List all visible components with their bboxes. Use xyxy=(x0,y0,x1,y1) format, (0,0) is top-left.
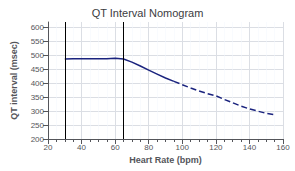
svg-text:Heart Rate (bpm): Heart Rate (bpm) xyxy=(129,155,202,165)
svg-text:140: 140 xyxy=(243,143,257,152)
svg-text:300: 300 xyxy=(31,107,45,116)
svg-text:160: 160 xyxy=(276,143,290,152)
svg-text:600: 600 xyxy=(31,23,45,32)
svg-text:550: 550 xyxy=(31,37,45,46)
svg-text:20: 20 xyxy=(44,143,53,152)
svg-text:500: 500 xyxy=(31,51,45,60)
svg-text:400: 400 xyxy=(31,79,45,88)
svg-text:80: 80 xyxy=(144,143,153,152)
svg-text:QT Interval Nomogram: QT Interval Nomogram xyxy=(92,7,204,19)
svg-text:120: 120 xyxy=(209,143,223,152)
svg-text:200: 200 xyxy=(31,135,45,144)
svg-text:40: 40 xyxy=(77,143,86,152)
svg-text:450: 450 xyxy=(31,65,45,74)
svg-text:60: 60 xyxy=(111,143,120,152)
svg-text:250: 250 xyxy=(31,121,45,130)
svg-text:100: 100 xyxy=(176,143,190,152)
svg-text:350: 350 xyxy=(31,93,45,102)
svg-text:QT interval (msec): QT interval (msec) xyxy=(9,41,19,120)
